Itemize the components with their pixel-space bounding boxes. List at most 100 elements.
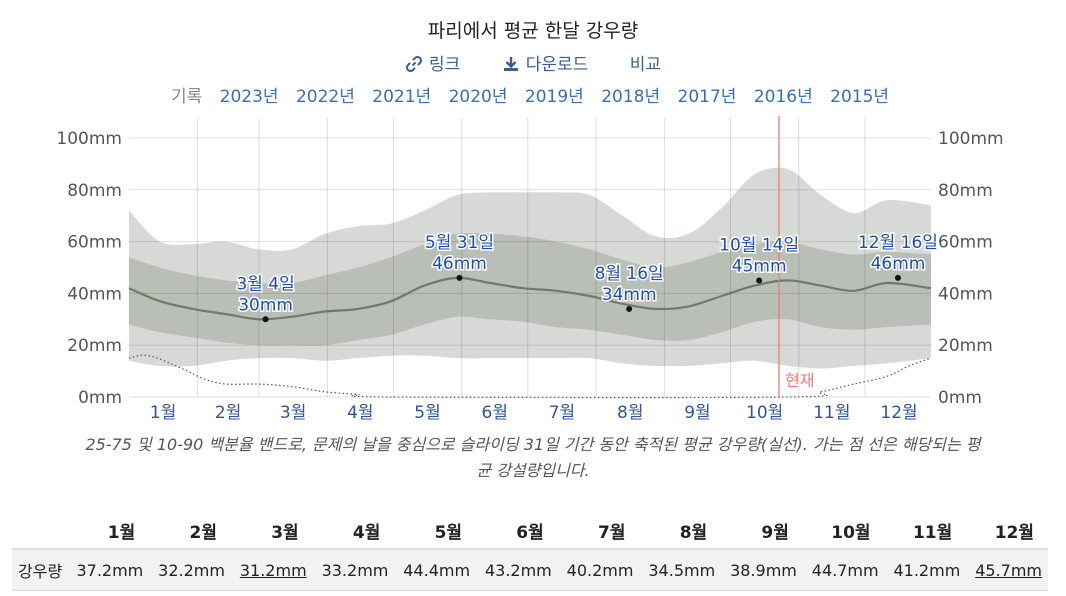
action-links: 링크 다운로드 비교	[0, 50, 1066, 75]
table-cell: 37.2mm	[67, 548, 150, 591]
y-tick-label-right: 80mm	[938, 181, 993, 201]
month-header: 3월	[271, 522, 299, 543]
table-row: 강우량 37.2mm 32.2mm 31.2mm 33.2mm 44.4mm 4…	[12, 548, 1048, 591]
table-corner	[12, 512, 68, 549]
snow-line	[128, 354, 932, 399]
max-value: 45.7mm	[975, 560, 1042, 580]
monthly-rainfall-table: 1월 2월 3월 4월 5월 6월 7월 8월 9월 10월 11월 12월 강…	[12, 512, 1048, 591]
now-label: 현재	[785, 371, 814, 390]
year-link[interactable]: 2019년	[524, 87, 584, 107]
x-tick-label: 2월	[215, 403, 241, 423]
year-link[interactable]: 2017년	[677, 87, 737, 107]
table-cell: 44.4mm	[394, 548, 477, 591]
x-tick-label: 8월	[617, 403, 643, 423]
y-tick-label-left: 0mm	[78, 388, 122, 408]
history-years: 기록 2023년 2022년 2021년 2020년 2019년 2018년 2…	[0, 82, 1066, 107]
table-cell: 34.5mm	[639, 548, 722, 591]
month-header: 1월	[107, 522, 136, 543]
row-label: 강우량	[12, 548, 68, 591]
table-header-row: 1월 2월 3월 4월 5월 6월 7월 8월 9월 10월 11월 12월	[12, 512, 1048, 549]
table-cell: 32.2mm	[149, 548, 231, 591]
year-link[interactable]: 2023년	[219, 87, 279, 107]
month-header: 7월	[598, 522, 626, 543]
y-tick-label-left: 60mm	[67, 233, 122, 253]
median-line	[128, 276, 932, 321]
x-tick-label: 10월	[746, 403, 783, 423]
table-cell: 33.2mm	[312, 548, 395, 591]
x-tick-label: 3월	[280, 403, 306, 423]
annotation-dot	[626, 305, 633, 312]
page-title: 파리에서 평균 한달 강우량	[427, 20, 639, 42]
annotation-amount: 46mm	[432, 254, 487, 274]
chart-caption: 25-75 및 10-90 백분율 밴드로, 문제의 날을 중심으로 슬라이딩 …	[85, 435, 981, 480]
annotation-date: 10월 14일	[719, 235, 799, 255]
annotation-date: 12월 16일	[858, 233, 938, 253]
month-header: 12월	[994, 522, 1034, 543]
x-tick-label: 11월	[813, 403, 850, 423]
link-icon	[406, 55, 423, 73]
year-link[interactable]: 2020년	[448, 87, 508, 107]
x-tick-label: 4월	[347, 403, 373, 423]
compare-button[interactable]: 비교	[629, 55, 661, 75]
table-cell: 44.7mm	[802, 548, 885, 591]
month-header: 11월	[912, 522, 953, 543]
y-tick-label-right: 40mm	[938, 284, 993, 304]
rainfall-chart: 현재 0mm 0mm 20mm 20mm 40mm 40mm 60mm 60mm 80mm 80mm…	[56, 116, 1004, 423]
annotation-date: 5월 31일	[425, 233, 494, 253]
x-tick-label: 1월	[150, 403, 176, 423]
x-tick-label: 6월	[482, 403, 508, 423]
month-header: 10월	[831, 522, 871, 543]
year-link[interactable]: 2016년	[753, 87, 813, 107]
annotation-date: 3월 4일	[236, 274, 294, 294]
y-tick-label-right: 20mm	[938, 336, 993, 356]
y-tick-label-right: 100mm	[938, 129, 1004, 149]
annotation-dot	[456, 274, 463, 281]
year-link[interactable]: 2018년	[601, 87, 661, 107]
table-cell: 38.9mm	[721, 548, 803, 591]
download-label: 다운로드	[525, 55, 589, 75]
x-tick-label: 12월	[880, 403, 917, 423]
table-cell: 45.7mm	[966, 548, 1048, 591]
month-header: 8월	[679, 522, 708, 543]
year-link[interactable]: 2022년	[295, 87, 355, 107]
annotation-dot	[894, 274, 901, 281]
y-tick-label-right: 0mm	[938, 388, 982, 408]
month-header: 5월	[434, 522, 463, 543]
x-tick-label: 9월	[684, 403, 710, 423]
month-header: 9월	[761, 522, 789, 543]
table-cell: 40.2mm	[557, 548, 640, 591]
annotation-dot	[262, 316, 269, 323]
download-button[interactable]: 다운로드	[502, 50, 589, 75]
annotation-amount: 34mm	[602, 285, 657, 305]
annotation-amount: 30mm	[238, 295, 293, 315]
table-cell: 43.2mm	[476, 548, 558, 591]
x-tick-label: 7월	[549, 403, 575, 423]
table-cell: 41.2mm	[884, 548, 967, 591]
month-header: 4월	[352, 522, 381, 543]
y-tick-label-left: 40mm	[67, 284, 122, 304]
year-link[interactable]: 2015년	[830, 87, 890, 107]
table-cell: 31.2mm	[230, 548, 313, 591]
history-label: 기록	[170, 87, 203, 107]
link-button[interactable]: 링크	[405, 50, 460, 75]
y-tick-label-left: 100mm	[56, 129, 122, 149]
download-icon	[503, 57, 518, 71]
min-value: 31.2mm	[239, 560, 307, 580]
month-header: 2월	[189, 522, 217, 543]
annotation-date: 8월 16일	[595, 264, 664, 284]
y-tick-label-right: 60mm	[938, 233, 993, 253]
y-tick-label-left: 80mm	[67, 181, 122, 201]
annotation-amount: 46mm	[871, 254, 926, 274]
month-header: 6월	[516, 522, 544, 543]
annotation-amount: 45mm	[732, 256, 787, 276]
year-link[interactable]: 2021년	[372, 87, 432, 107]
y-tick-label-left: 20mm	[67, 336, 122, 356]
annotation-dot	[756, 277, 763, 284]
link-label: 링크	[429, 55, 461, 75]
x-tick-label: 5월	[414, 403, 440, 423]
